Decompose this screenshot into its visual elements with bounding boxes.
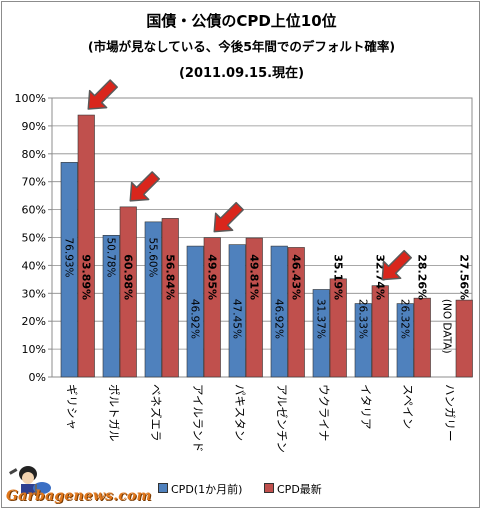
data-label-prev: 55.60% bbox=[146, 238, 158, 278]
legend-swatch-latest bbox=[264, 483, 274, 493]
data-label-prev: 50.78% bbox=[104, 238, 116, 278]
legend-item-latest: CPD最新 bbox=[264, 481, 322, 497]
bar-latest bbox=[245, 237, 263, 378]
bar-prev bbox=[102, 235, 120, 378]
data-label-prev: 46.92% bbox=[188, 299, 200, 339]
category-label: スペイン bbox=[401, 384, 415, 429]
y-tick-label: 30% bbox=[22, 287, 46, 300]
bar-latest bbox=[77, 114, 95, 378]
logo-mascot-icon bbox=[9, 466, 51, 496]
category-label: ポルトガル bbox=[107, 384, 121, 442]
category-label: アイルランド bbox=[191, 384, 205, 452]
y-tick-label: 40% bbox=[22, 259, 46, 272]
data-label-prev: 47.45% bbox=[230, 299, 242, 339]
data-label-latest: 49.81% bbox=[247, 254, 260, 300]
bar-prev bbox=[396, 303, 414, 378]
chart-subtitle: (市場が見なしている、今後5年間でのデフォルト確率) bbox=[87, 39, 396, 54]
legend-label-prev: CPD(1か月前) bbox=[171, 483, 243, 496]
logo-text: Garbagenews.com bbox=[6, 488, 152, 504]
bar-latest bbox=[287, 247, 305, 378]
highlight-arrow-icon bbox=[213, 201, 244, 233]
y-tick-label: 60% bbox=[22, 204, 46, 217]
data-label-latest: 28.26% bbox=[415, 254, 428, 300]
data-label-prev: 76.93% bbox=[62, 238, 74, 278]
y-tick-label: 50% bbox=[22, 232, 46, 245]
data-label-prev: 26.32% bbox=[398, 299, 410, 339]
data-label-latest: 60.98% bbox=[121, 254, 134, 300]
bar-prev bbox=[270, 245, 288, 378]
bar-prev bbox=[186, 245, 204, 378]
category-label: イタリア bbox=[359, 384, 373, 430]
category-label: ハンガリー bbox=[443, 384, 457, 442]
highlight-arrow-icon bbox=[381, 249, 412, 281]
chart-title: 国債・公債のCPD上位10位 bbox=[146, 12, 337, 30]
category-label: ウクライナ bbox=[317, 384, 331, 441]
data-label-latest: 93.89% bbox=[79, 254, 92, 300]
bar-prev bbox=[60, 162, 78, 378]
data-label-prev: (NO DATA) bbox=[440, 299, 452, 354]
data-label-prev: 31.37% bbox=[314, 299, 326, 339]
chart-date: (2011.09.15.現在) bbox=[178, 66, 305, 81]
category-label: パキスタン bbox=[233, 384, 247, 441]
highlight-arrow-icon bbox=[129, 171, 160, 202]
bar-prev bbox=[354, 303, 372, 378]
data-label-latest: 27.56% bbox=[457, 254, 470, 300]
data-label-latest: 56.84% bbox=[163, 254, 176, 300]
data-label-prev: 46.92% bbox=[272, 299, 284, 339]
legend-swatch-prev bbox=[158, 483, 168, 493]
category-label: アルゼンチン bbox=[275, 384, 289, 453]
bar-latest bbox=[371, 285, 389, 378]
bar-latest bbox=[203, 237, 221, 378]
y-tick-label: 0% bbox=[29, 371, 46, 384]
y-tick-label: 100% bbox=[15, 92, 46, 105]
bar-prev bbox=[228, 244, 246, 378]
data-label-latest: 49.95% bbox=[205, 254, 218, 300]
category-label: ベネズエラ bbox=[149, 384, 163, 442]
y-tick-label: 10% bbox=[22, 343, 46, 356]
bar-latest bbox=[329, 278, 347, 378]
y-tick-label: 20% bbox=[22, 315, 46, 328]
highlight-arrow-icon bbox=[87, 79, 118, 110]
legend-label-latest: CPD最新 bbox=[277, 483, 322, 496]
bar-latest bbox=[119, 206, 137, 378]
y-tick-label: 80% bbox=[22, 148, 46, 161]
bar-latest bbox=[413, 297, 431, 378]
data-label-latest: 46.43% bbox=[289, 254, 302, 300]
data-label-latest: 35.19% bbox=[331, 254, 344, 300]
bar-prev bbox=[312, 289, 330, 378]
bar-latest bbox=[455, 299, 473, 378]
category-label: ギリシャ bbox=[65, 384, 79, 430]
bar-prev bbox=[144, 221, 162, 378]
data-label-prev: 26.33% bbox=[356, 299, 368, 339]
y-tick-label: 70% bbox=[22, 176, 46, 189]
y-tick-label: 90% bbox=[22, 120, 46, 133]
bar-latest bbox=[161, 218, 179, 378]
legend-item-prev: CPD(1か月前) bbox=[158, 481, 242, 497]
